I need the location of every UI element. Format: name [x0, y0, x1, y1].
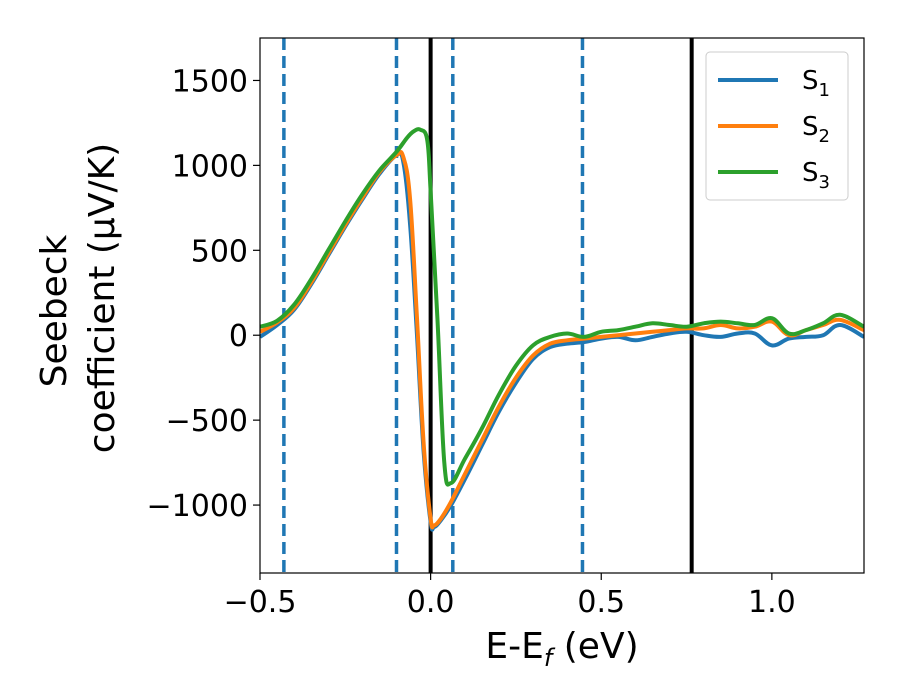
x-tick-label: 0.5	[577, 585, 625, 620]
series-line-s3	[260, 127, 864, 487]
x-axis-title-unit: (eV)	[552, 626, 638, 667]
y-tick-label: 0	[229, 319, 248, 354]
legend-label-s1: S1	[802, 66, 830, 101]
reference-lines	[282, 38, 694, 573]
x-axis-title: E-Ef (eV)	[485, 626, 638, 672]
x-tick-label: 0.0	[407, 585, 455, 620]
legend: S1 S2 S3	[705, 51, 849, 201]
y-axis-title-line2: coefficient (μV/K)	[82, 143, 123, 453]
plot-frame	[259, 37, 865, 574]
x-tick-label: −0.5	[224, 585, 297, 620]
legend-label-s3: S3	[802, 158, 830, 193]
y-tick-label: 1500	[172, 64, 248, 99]
y-tick-label: 500	[191, 234, 248, 269]
x-axis-ticks: −0.5 0.0 0.5 1.0	[224, 573, 796, 620]
legend-label-s2: S2	[802, 112, 830, 147]
y-axis-title-line1: Seebeck	[34, 234, 75, 387]
y-tick-label: −500	[166, 404, 248, 439]
series-group	[260, 127, 864, 532]
y-tick-label: 1000	[172, 149, 248, 184]
x-tick-label: 1.0	[748, 585, 796, 620]
y-axis-ticks: −1000 −500 0 500 1000 1500	[147, 64, 260, 524]
y-tick-label: −1000	[147, 489, 248, 524]
